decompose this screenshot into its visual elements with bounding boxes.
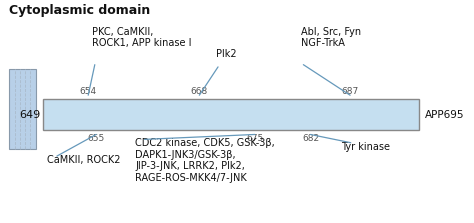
Text: 655: 655 [88, 134, 105, 143]
Text: P: P [204, 110, 210, 120]
Text: M: M [268, 110, 273, 120]
Text: N: N [323, 110, 329, 120]
Text: A: A [173, 110, 178, 120]
Text: Q: Q [276, 110, 282, 120]
Text: I: I [101, 110, 107, 120]
Text: V: V [133, 110, 139, 120]
Text: T: T [196, 110, 202, 120]
Text: M: M [395, 110, 401, 120]
Text: Y: Y [347, 110, 353, 120]
Text: L: L [244, 110, 250, 120]
Text: S: S [252, 110, 258, 120]
Text: N: N [410, 110, 417, 120]
Text: E: E [220, 110, 226, 120]
Text: A: A [181, 110, 186, 120]
Text: Y: Y [308, 110, 313, 120]
Text: K: K [62, 110, 67, 120]
Text: E: E [379, 110, 385, 120]
Text: 675: 675 [246, 134, 264, 143]
Text: H: H [117, 110, 123, 120]
Text: T: T [339, 110, 345, 120]
Text: K: K [260, 110, 266, 120]
Text: CaMKII, ROCK2: CaMKII, ROCK2 [47, 155, 121, 165]
Text: F: F [363, 110, 369, 120]
Text: K: K [46, 110, 52, 120]
Text: E: E [315, 110, 321, 120]
Text: Q: Q [387, 110, 393, 120]
Text: 687: 687 [341, 87, 359, 96]
Text: S: S [93, 110, 99, 120]
Text: PKC, CaMKII,
ROCK1, APP kinase I: PKC, CaMKII, ROCK1, APP kinase I [92, 27, 192, 48]
Bar [43, 99, 419, 130]
Text: 668: 668 [191, 87, 208, 96]
Text: D: D [164, 110, 171, 120]
Text: K: K [54, 110, 59, 120]
Text: V: V [141, 110, 147, 120]
Text: Cytoplasmic domain: Cytoplasmic domain [9, 4, 151, 17]
Text: APP695: APP695 [425, 110, 465, 120]
Text: 654: 654 [80, 87, 97, 96]
Bar [9, 69, 36, 149]
Text: G: G [300, 110, 305, 120]
Text: T: T [85, 110, 91, 120]
Text: V: V [157, 110, 163, 120]
Text: 682: 682 [302, 134, 319, 143]
Text: G: G [125, 110, 131, 120]
Text: Q: Q [69, 110, 75, 120]
Text: P: P [331, 110, 337, 120]
Text: Q: Q [284, 110, 290, 120]
Text: K: K [355, 110, 361, 120]
Text: H: H [109, 110, 115, 120]
Text: V: V [189, 110, 194, 120]
Text: CDC2 kinase, CDK5, GSK-3β,
DAPK1-JNK3/GSK-3β,
JIP-3-JNK, LRRK2, Plk2,
RAGE-ROS-M: CDC2 kinase, CDK5, GSK-3β, DAPK1-JNK3/GS… [135, 138, 275, 183]
Text: Tyr kinase: Tyr kinase [341, 142, 390, 152]
Text: Plk2: Plk2 [216, 49, 237, 59]
Text: E: E [212, 110, 218, 120]
Text: 649: 649 [19, 110, 40, 120]
Text: R: R [228, 110, 234, 120]
Text: E: E [149, 110, 155, 120]
Text: Q: Q [403, 110, 409, 120]
Text: Y: Y [77, 110, 83, 120]
Text: F: F [371, 110, 377, 120]
Text: N: N [292, 110, 298, 120]
Text: H: H [236, 110, 242, 120]
Text: Abl, Src, Fyn
NGF-TrkA: Abl, Src, Fyn NGF-TrkA [301, 27, 361, 48]
